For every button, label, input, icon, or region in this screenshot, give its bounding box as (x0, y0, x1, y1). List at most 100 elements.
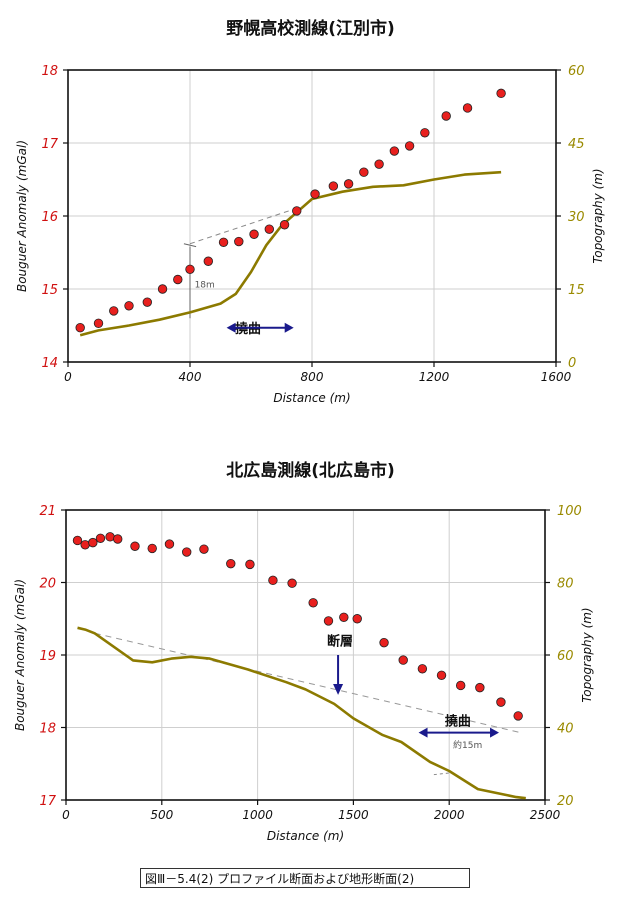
y-tick-label: 14 (41, 356, 58, 371)
gravity-point (124, 301, 134, 311)
x-tick-label: 2500 (530, 808, 561, 822)
fault-label: 断層 (327, 634, 353, 650)
gravity-point (199, 544, 209, 554)
gravity-point (292, 206, 302, 216)
figure-caption: 図Ⅲ－5.4(2) プロファイル断面および地形断面(2) (140, 868, 470, 888)
x-tick-label: 0 (62, 808, 70, 822)
gravity-point (245, 559, 255, 570)
gravity-point (323, 616, 334, 626)
step-measure-tick (183, 243, 197, 248)
gravity-point (93, 318, 104, 329)
y-axis-label: Bouguer Anomaly (mGal) (13, 579, 27, 731)
gravity-point (379, 637, 389, 648)
y2-axis-label: Topography (m) (580, 607, 594, 702)
y2-tick-label: 15 (568, 283, 585, 298)
flexure-arrow-1-head-left (226, 322, 236, 333)
y2-tick-label: 0 (568, 356, 576, 371)
y-tick-label: 19 (39, 649, 56, 664)
y2-tick-label: 80 (557, 577, 574, 592)
gravity-point (80, 540, 90, 550)
y2-tick-label: 20 (557, 794, 574, 809)
x-tick-label: 800 (301, 370, 324, 384)
gravity-point (404, 141, 415, 151)
gravity-point (234, 236, 244, 247)
y-tick-label: 18 (39, 722, 56, 737)
y2-axis-label: Topography (m) (591, 168, 605, 263)
gravity-point (95, 533, 106, 543)
gravity-point (352, 614, 362, 624)
gravity-point (157, 284, 168, 294)
gravity-point (328, 181, 339, 191)
step-note-2: 約15m (453, 739, 482, 751)
gravity-point (339, 612, 349, 623)
gravity-point (308, 598, 318, 608)
gravity-point (264, 224, 275, 234)
gravity-point (72, 535, 83, 546)
gravity-point (249, 229, 259, 239)
chart-title-1: 野幌高校測線(江別市) (226, 19, 395, 39)
gravity-point (142, 297, 153, 307)
topography-line (79, 170, 502, 337)
gravity-point (496, 88, 506, 99)
gravity-point (218, 237, 229, 247)
y-tick-label: 21 (39, 504, 56, 519)
y2-tick-label: 100 (557, 504, 582, 519)
x-tick-label: 1600 (541, 370, 572, 384)
gravity-point (462, 103, 473, 113)
gravity-point (182, 547, 192, 557)
gravity-point (496, 697, 506, 707)
gravity-point (203, 256, 214, 266)
gravity-point (113, 534, 123, 544)
y-tick-label: 17 (41, 137, 58, 152)
gravity-point (173, 274, 183, 285)
trend-dashed-line (189, 206, 300, 245)
gravity-point (226, 558, 236, 569)
y-tick-label: 20 (39, 577, 56, 592)
gravity-point (109, 306, 119, 316)
topography-line (77, 626, 526, 800)
gravity-point (88, 537, 98, 548)
y2-tick-label: 60 (557, 649, 574, 664)
x-tick-label: 0 (64, 370, 72, 384)
flexure-label-2: 撓曲 (445, 713, 471, 729)
gravity-point (455, 680, 466, 691)
flexure-arrow-1-head-right (284, 322, 294, 333)
gravity-point (310, 189, 320, 199)
gravity-point (417, 664, 428, 674)
chart-1-nopporo: 0 400 800 1200 1600 14 15 16 17 18 0 15 30 45 60 Distan… (15, 64, 605, 405)
flexure-arrow-2-head-right (490, 727, 500, 738)
gravity-point (279, 220, 290, 230)
gravity-point (147, 543, 157, 554)
gravity-point (130, 541, 140, 551)
gravity-point (287, 578, 297, 588)
x-tick-label: 1500 (338, 808, 369, 822)
gravity-point (359, 167, 369, 177)
x-tick-label: 1200 (419, 370, 450, 384)
gravity-point (436, 670, 447, 681)
gravity-point (164, 539, 175, 549)
gravity-point (185, 264, 195, 274)
gravity-point (389, 146, 400, 156)
y-tick-label: 17 (39, 794, 56, 809)
y2-tick-label: 45 (568, 137, 585, 152)
fault-arrow-head (333, 684, 344, 695)
flexure-arrow-2-head-left (418, 727, 428, 738)
y-tick-label: 18 (41, 64, 58, 79)
gravity-point (420, 128, 430, 138)
y-axis-label: Bouguer Anomaly (mGal) (15, 140, 29, 292)
gravity-point (441, 111, 451, 121)
y2-tick-label: 30 (568, 210, 585, 225)
gravity-point (268, 575, 278, 586)
chart-title-2: 北広島測線(北広島市) (226, 461, 395, 481)
gravity-point (398, 655, 408, 665)
chart-2-kitahiroshima: 0 500 1000 1500 2000 2500 17 18 19 20 21 20 40 60 80 10… (13, 504, 594, 843)
step-measure-line (433, 772, 452, 776)
gravity-point (475, 682, 485, 693)
x-tick-label: 400 (179, 370, 202, 384)
trend-dashed-line (94, 632, 523, 734)
y-tick-label: 16 (41, 210, 58, 225)
flexure-label-1: 撓曲 (235, 321, 261, 337)
step-note: 18m (195, 281, 215, 291)
gravity-point (513, 711, 523, 721)
y-tick-label: 15 (41, 283, 58, 298)
